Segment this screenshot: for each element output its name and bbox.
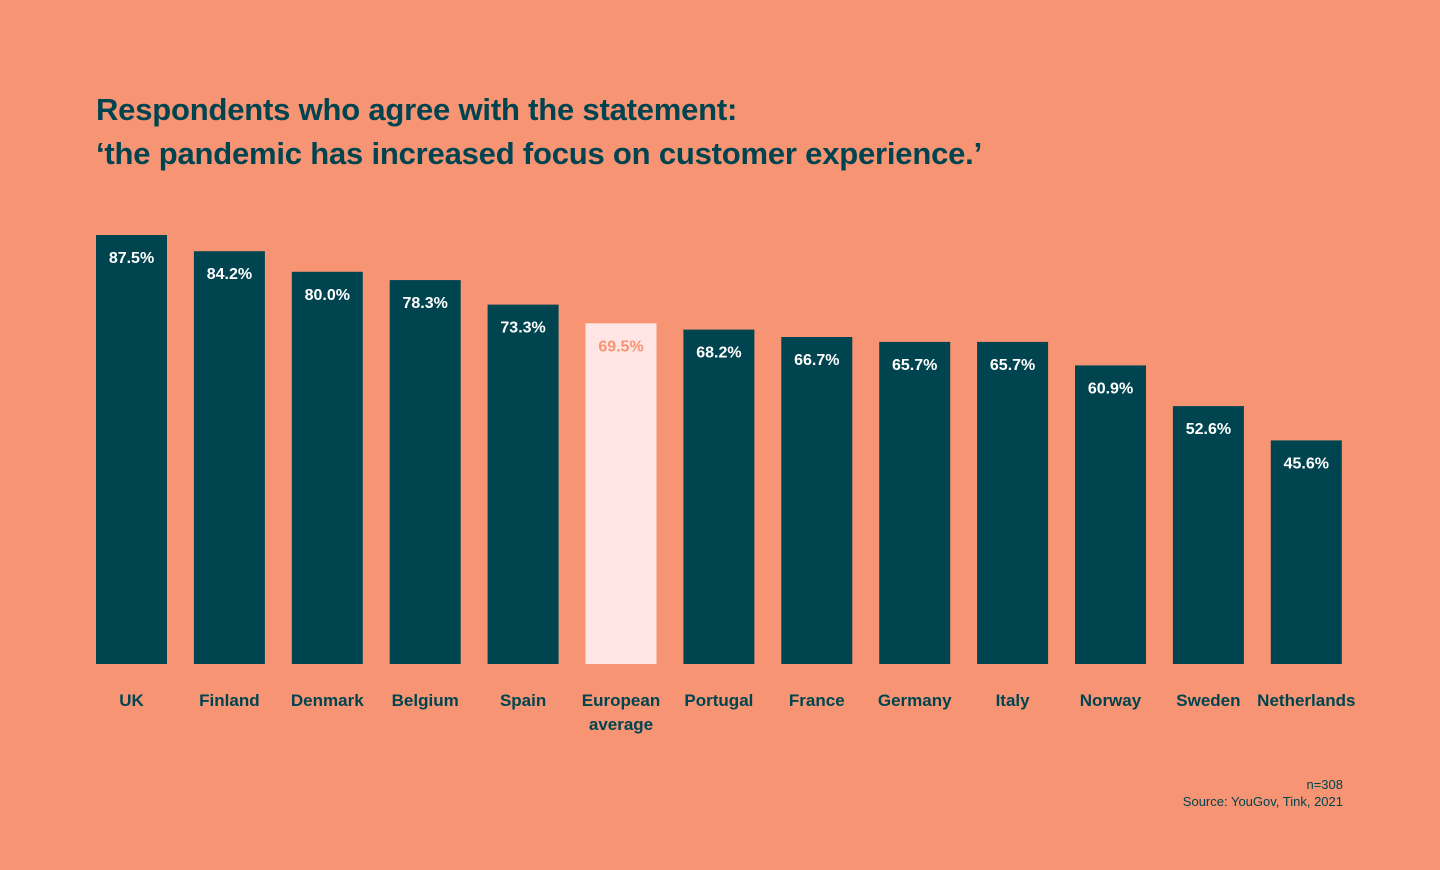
bar-value-label: 45.6%: [1284, 455, 1329, 472]
category-label: European average: [582, 691, 660, 734]
bar-value-label: 65.7%: [990, 357, 1035, 374]
bar-value-label: 52.6%: [1186, 421, 1231, 438]
bar-value-label: 65.7%: [892, 357, 937, 374]
bar: [1270, 440, 1342, 664]
category-label: Portugal: [684, 691, 753, 710]
category-label: France: [789, 691, 845, 710]
category-label: Denmark: [291, 691, 364, 710]
chart-title-line-2: ‘the pandemic has increased focus on cus…: [96, 136, 982, 171]
bar: [389, 280, 461, 664]
category-label: Finland: [199, 691, 259, 710]
bar-value-label: 66.7%: [794, 352, 839, 369]
bar: [291, 271, 363, 664]
bar: [193, 251, 265, 664]
category-label: Italy: [996, 691, 1031, 710]
bar-value-label: 87.5%: [109, 250, 154, 267]
source-note: Source: YouGov, Tink, 2021: [1182, 794, 1343, 809]
bar: [879, 341, 951, 664]
bar-value-label: 68.2%: [696, 345, 741, 362]
chart-title-line-1: Respondents who agree with the statement…: [96, 92, 738, 127]
bar: [1075, 365, 1146, 664]
bar-value-label: 84.2%: [207, 266, 252, 283]
sample-size-note: n=308: [1306, 777, 1343, 792]
bar: [1172, 406, 1244, 664]
bar: [781, 337, 853, 664]
category-label: Sweden: [1176, 691, 1240, 710]
bar-value-label: 73.3%: [500, 320, 545, 337]
category-label: Norway: [1080, 691, 1142, 710]
bar: [683, 329, 755, 664]
category-label: Belgium: [392, 691, 459, 710]
bar-value-label: 60.9%: [1088, 380, 1133, 397]
bar-value-label: 80.0%: [305, 287, 350, 304]
category-label: Germany: [878, 691, 952, 710]
bar-value-label: 78.3%: [403, 295, 448, 312]
category-label: Spain: [500, 691, 546, 710]
bar: [96, 235, 167, 664]
category-label: UK: [119, 691, 144, 710]
bar: [487, 304, 559, 664]
chart-title: Respondents who agree with the statement…: [96, 88, 1346, 176]
bar: [977, 341, 1049, 664]
footnote: n=308 Source: YouGov, Tink, 2021: [1183, 776, 1343, 810]
bar-highlight: [585, 323, 657, 664]
category-label: Netherlands: [1257, 691, 1355, 710]
bar-value-label: 69.5%: [598, 338, 643, 355]
